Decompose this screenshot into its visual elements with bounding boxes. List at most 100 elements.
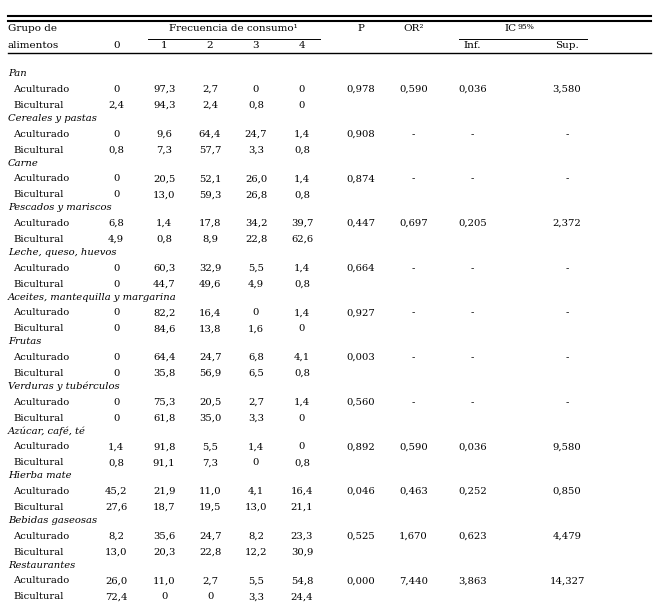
Text: 2,7: 2,7 [202, 85, 218, 94]
Text: 14,327: 14,327 [550, 577, 585, 585]
Text: 20,3: 20,3 [153, 548, 175, 557]
Text: Cereales y pastas: Cereales y pastas [8, 114, 97, 123]
Text: 0,892: 0,892 [347, 442, 376, 452]
Text: 57,7: 57,7 [199, 146, 221, 155]
Text: -: - [412, 175, 415, 184]
Text: 39,7: 39,7 [291, 219, 313, 228]
Text: -: - [565, 308, 569, 317]
Text: 16,4: 16,4 [199, 308, 221, 317]
Text: 4,479: 4,479 [552, 532, 581, 541]
Text: 0,978: 0,978 [347, 85, 376, 94]
Text: 30,9: 30,9 [291, 548, 313, 557]
Text: 22,8: 22,8 [244, 235, 267, 244]
Text: 32,9: 32,9 [199, 264, 221, 273]
Text: 1: 1 [161, 41, 167, 50]
Text: 0,874: 0,874 [347, 175, 376, 184]
Text: Bicultural: Bicultural [13, 324, 63, 334]
Text: 0: 0 [113, 369, 119, 378]
Text: 7,3: 7,3 [202, 458, 218, 467]
Text: 0,697: 0,697 [399, 219, 428, 228]
Text: 21,9: 21,9 [153, 487, 175, 496]
Text: 61,8: 61,8 [153, 414, 175, 423]
Text: 0,8: 0,8 [294, 280, 310, 288]
Text: 0: 0 [113, 190, 119, 199]
Text: 5,5: 5,5 [248, 264, 264, 273]
Text: -: - [471, 398, 474, 407]
Text: 0,205: 0,205 [458, 219, 487, 228]
Text: 0: 0 [299, 324, 305, 334]
Text: 2,372: 2,372 [553, 219, 581, 228]
Text: 0,908: 0,908 [347, 130, 376, 139]
Text: Aculturado: Aculturado [13, 442, 69, 452]
Text: 1,4: 1,4 [294, 308, 310, 317]
Text: 0,560: 0,560 [347, 398, 376, 407]
Text: 84,6: 84,6 [153, 324, 175, 334]
Text: 22,8: 22,8 [199, 548, 221, 557]
Text: 2,4: 2,4 [108, 101, 125, 110]
Text: 0,8: 0,8 [248, 101, 264, 110]
Text: 21,1: 21,1 [291, 503, 313, 512]
Text: 13,0: 13,0 [153, 190, 175, 199]
Text: -: - [412, 398, 415, 407]
Text: 64,4: 64,4 [153, 353, 175, 362]
Text: 0,463: 0,463 [399, 487, 428, 496]
Text: 0,000: 0,000 [347, 577, 376, 585]
Text: 2,7: 2,7 [202, 577, 218, 585]
Text: Aculturado: Aculturado [13, 308, 69, 317]
Text: 0,8: 0,8 [294, 369, 310, 378]
Text: 1,4: 1,4 [294, 398, 310, 407]
Text: 91,1: 91,1 [153, 458, 175, 467]
Text: 1,4: 1,4 [294, 130, 310, 139]
Text: 56,9: 56,9 [199, 369, 221, 378]
Text: Bicultural: Bicultural [13, 235, 63, 244]
Text: -: - [471, 130, 474, 139]
Text: Aculturado: Aculturado [13, 487, 69, 496]
Text: 17,8: 17,8 [199, 219, 221, 228]
Text: OR²: OR² [403, 23, 424, 33]
Text: 94,3: 94,3 [153, 101, 175, 110]
Text: 11,0: 11,0 [199, 487, 221, 496]
Text: 16,4: 16,4 [291, 487, 313, 496]
Text: 35,0: 35,0 [199, 414, 221, 423]
Text: 0: 0 [299, 85, 305, 94]
Text: 0: 0 [113, 85, 119, 94]
Text: 0: 0 [253, 458, 259, 467]
Text: Aculturado: Aculturado [13, 264, 69, 273]
Text: Bicultural: Bicultural [13, 414, 63, 423]
Text: Aculturado: Aculturado [13, 398, 69, 407]
Text: 8,9: 8,9 [202, 235, 218, 244]
Text: 0: 0 [299, 101, 305, 110]
Text: -: - [471, 353, 474, 362]
Text: Inf.: Inf. [464, 41, 481, 50]
Text: 8,2: 8,2 [248, 532, 264, 541]
Text: -: - [565, 353, 569, 362]
Text: 0,003: 0,003 [347, 353, 376, 362]
Text: 20,5: 20,5 [199, 398, 221, 407]
Text: 3,3: 3,3 [248, 592, 264, 601]
Text: 44,7: 44,7 [153, 280, 175, 288]
Text: 1,4: 1,4 [108, 442, 125, 452]
Text: 0: 0 [253, 85, 259, 94]
Text: 2,7: 2,7 [248, 398, 264, 407]
Text: 11,0: 11,0 [153, 577, 175, 585]
Text: Restaurantes: Restaurantes [8, 560, 75, 569]
Text: 59,3: 59,3 [199, 190, 221, 199]
Text: 4,9: 4,9 [248, 280, 264, 288]
Text: Aculturado: Aculturado [13, 219, 69, 228]
Text: Hierba mate: Hierba mate [8, 471, 71, 480]
Text: 23,3: 23,3 [291, 532, 313, 541]
Text: Bicultural: Bicultural [13, 548, 63, 557]
Text: 75,3: 75,3 [153, 398, 175, 407]
Text: Aculturado: Aculturado [13, 353, 69, 362]
Text: Aculturado: Aculturado [13, 532, 69, 541]
Text: 0,8: 0,8 [108, 458, 125, 467]
Text: Pescados y mariscos: Pescados y mariscos [8, 203, 111, 213]
Text: -: - [412, 308, 415, 317]
Text: 13,8: 13,8 [199, 324, 221, 334]
Text: 8,2: 8,2 [108, 532, 125, 541]
Text: 0: 0 [113, 398, 119, 407]
Text: 0,036: 0,036 [458, 85, 487, 94]
Text: Bicultural: Bicultural [13, 146, 63, 155]
Text: Bebidas gaseosas: Bebidas gaseosas [8, 516, 97, 525]
Text: 0,525: 0,525 [347, 532, 376, 541]
